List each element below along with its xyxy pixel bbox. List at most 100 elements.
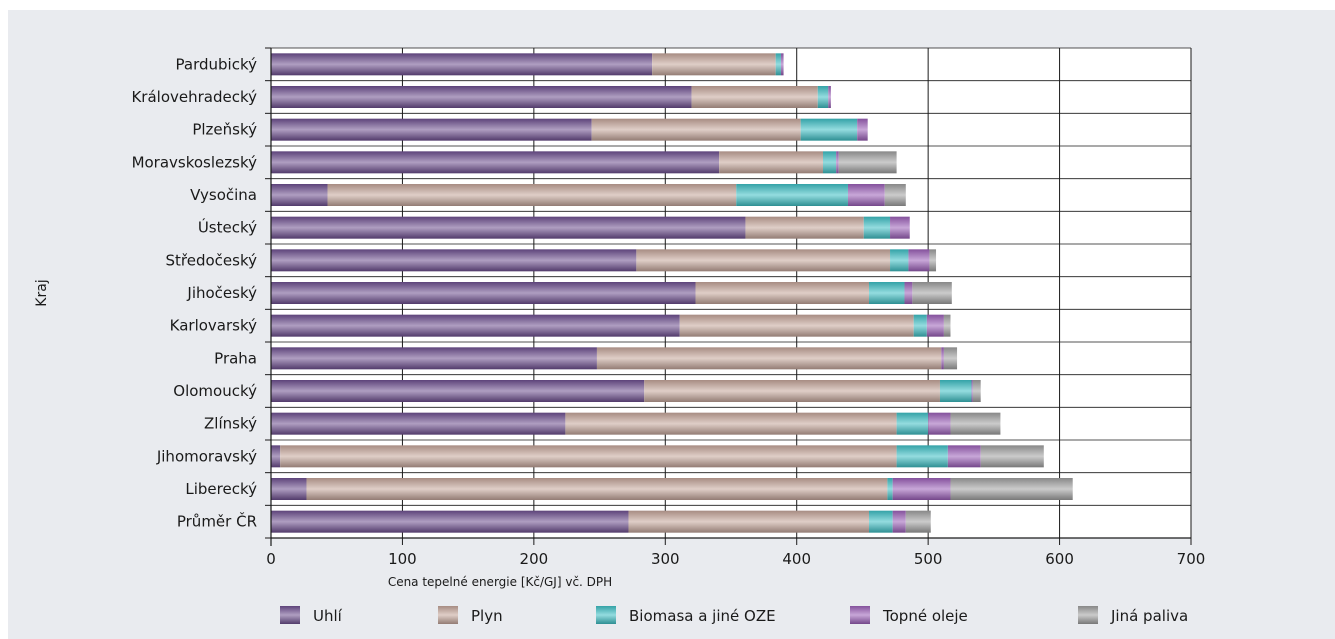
legend-label: Plyn — [471, 607, 503, 625]
chart-panel: Pardubický Královehradecký Plzeňský Moravsk… — [8, 10, 1335, 639]
bar-segment — [828, 86, 831, 108]
bar-segment — [271, 184, 328, 206]
category-label: Moravskoslezský — [132, 153, 258, 171]
bar-segment — [869, 510, 893, 533]
x-tick-label: 100 — [388, 550, 417, 568]
bar-segment — [736, 184, 848, 206]
bar-segment — [271, 282, 696, 304]
bar-segment — [950, 478, 1073, 500]
bar-segment — [908, 249, 930, 272]
bar-segment — [271, 118, 592, 141]
axes — [265, 47, 1192, 546]
bar-segment — [327, 184, 737, 206]
bar-segment — [896, 412, 929, 435]
x-tick-label: 500 — [914, 550, 943, 568]
x-tick-label: 600 — [1045, 550, 1074, 568]
category-label: Královehradecký — [131, 88, 257, 106]
bar-segment — [271, 510, 629, 533]
category-label: Olomoucký — [173, 382, 257, 400]
bar-segment — [636, 249, 891, 272]
bar-segment — [271, 412, 566, 435]
category-label: Pardubický — [176, 55, 258, 73]
legend-label: Topné oleje — [882, 607, 968, 625]
bar-segment — [775, 53, 781, 76]
bar-segment — [929, 249, 937, 272]
legend: Uhlí Plyn Biomasa a jiné OZE Topné oleje Jin… — [280, 606, 1188, 625]
stacked-bar-chart: Pardubický Královehradecký Plzeňský Moravsk… — [34, 47, 1205, 625]
category-label: Liberecký — [185, 480, 257, 498]
category-label: Vysočina — [190, 186, 257, 204]
legend-label: Uhlí — [313, 607, 343, 625]
bar-segment — [596, 347, 942, 370]
bar-segment — [679, 314, 914, 337]
bar-segment — [271, 151, 720, 174]
category-label: Karlovarský — [170, 317, 257, 335]
bar-segment — [836, 151, 839, 174]
bar-segment — [892, 478, 951, 500]
bar-segment — [644, 380, 940, 402]
bar-segment — [947, 445, 981, 468]
bar-segment — [691, 86, 818, 108]
y-axis-title: Kraj — [34, 279, 50, 306]
bar-segment — [817, 86, 829, 108]
legend-swatch — [438, 606, 458, 624]
x-tick-labels: 0 100 200 300 400 500 600 700 — [266, 550, 1205, 568]
bar-segment — [912, 282, 952, 304]
bar-segment — [928, 412, 951, 435]
category-label: Průměr ČR — [177, 512, 257, 531]
bar-segment — [847, 184, 885, 206]
category-label: Plzeňský — [192, 121, 257, 139]
bar-segment — [892, 510, 906, 533]
legend-swatch — [850, 606, 870, 624]
bar-segment — [271, 478, 307, 500]
bar-segment — [943, 347, 958, 370]
bar-segment — [271, 380, 645, 402]
bar-segment — [306, 478, 888, 500]
bar-segment — [896, 445, 948, 468]
bar-segment — [271, 53, 653, 76]
legend-swatch — [280, 606, 300, 624]
bars — [271, 53, 1073, 533]
bar-segment — [890, 216, 910, 239]
category-label: Jihočeský — [186, 284, 257, 302]
x-tick-label: 300 — [651, 550, 680, 568]
bar-segment — [905, 510, 931, 533]
bar-segment — [719, 151, 823, 174]
bar-segment — [280, 445, 897, 468]
bar-segment — [565, 412, 897, 435]
bar-segment — [745, 216, 864, 239]
x-tick-label: 700 — [1177, 550, 1206, 568]
bar-segment — [890, 249, 909, 272]
x-tick-label: 0 — [266, 550, 276, 568]
category-label: Ústecký — [198, 218, 257, 237]
category-label: Středočeský — [166, 251, 258, 269]
bar-segment — [652, 53, 776, 76]
bar-segment — [271, 347, 597, 370]
bar-segment — [800, 118, 858, 141]
category-label: Praha — [214, 349, 257, 367]
bar-segment — [823, 151, 837, 174]
bar-segment — [980, 445, 1044, 468]
bar-segment — [913, 314, 927, 337]
bar-segment — [904, 282, 913, 304]
category-label: Zlínský — [204, 415, 257, 433]
legend-label: Biomasa a jiné OZE — [629, 607, 776, 625]
x-axis-title: Cena tepelné energie [Kč/GJ] vč. DPH — [388, 575, 612, 589]
legend-label: Jiná paliva — [1110, 607, 1188, 625]
bar-segment — [271, 445, 281, 468]
bar-segment — [926, 314, 944, 337]
bar-segment — [941, 347, 944, 370]
category-label: Jihomoravský — [156, 447, 257, 465]
bar-segment — [271, 314, 680, 337]
x-tick-label: 200 — [520, 550, 549, 568]
bar-segment — [628, 510, 869, 533]
bar-segment — [591, 118, 801, 141]
x-tick-label: 400 — [782, 550, 811, 568]
bar-segment — [271, 249, 637, 272]
bar-segment — [884, 184, 906, 206]
bar-segment — [271, 86, 692, 108]
bar-segment — [972, 380, 981, 402]
bar-segment — [971, 380, 973, 402]
bar-segment — [838, 151, 897, 174]
bar-segment — [780, 53, 784, 76]
